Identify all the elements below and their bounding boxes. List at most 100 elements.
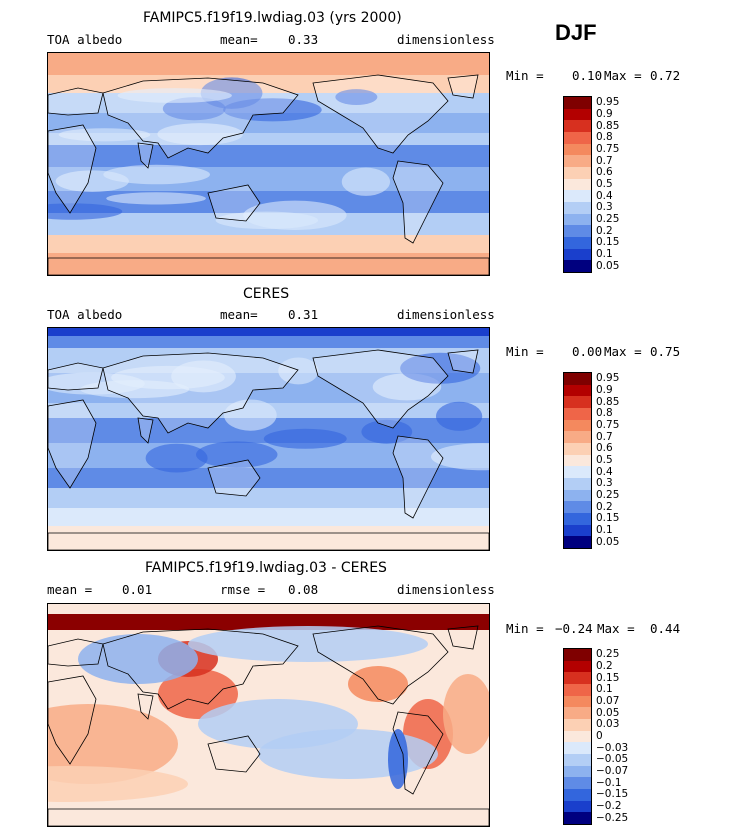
colorbar-swatch	[564, 373, 591, 386]
albedo-band	[48, 526, 489, 551]
colorbar-tick-label: 0.8	[596, 407, 613, 420]
albedo-band	[48, 235, 489, 254]
albedo-band	[48, 113, 489, 134]
colorbar-swatch	[564, 202, 591, 215]
continent-s-america	[392, 160, 444, 244]
colorbar-swatch	[564, 660, 591, 673]
colorbar-tick-label: 0.1	[596, 683, 613, 696]
colorbar-tick-label: 0.8	[596, 131, 613, 144]
continent-australia	[207, 735, 261, 773]
panel-2-mean-label: mean=	[220, 307, 258, 322]
albedo-region	[223, 98, 322, 122]
albedo-region	[278, 357, 319, 385]
colorbar-swatch	[564, 777, 591, 790]
continent-asia	[102, 77, 299, 159]
colorbar-swatch	[564, 466, 591, 479]
colorbar-swatch	[564, 132, 591, 145]
albedo-region	[196, 441, 278, 468]
colorbar-swatch	[564, 513, 591, 526]
colorbar-swatch	[564, 408, 591, 421]
continent-asia	[102, 352, 299, 434]
colorbar-tick-label: −0.15	[596, 788, 629, 801]
panel-3-units: dimensionless	[397, 582, 495, 597]
colorbar-tick-label: −0.03	[596, 741, 629, 754]
colorbar-swatch	[564, 730, 591, 743]
colorbar-tick-label: 0.9	[596, 384, 613, 397]
panel-2-map-svg	[38, 328, 534, 551]
colorbar-tick-label: 0.95	[596, 96, 620, 109]
colorbar-tick-label: 0.3	[596, 201, 613, 214]
colorbar-tick-label: 0.85	[596, 119, 620, 132]
panel-2-min-label: Min =	[506, 344, 544, 359]
colorbar-swatch	[564, 120, 591, 133]
colorbar-swatch	[564, 536, 591, 549]
colorbar-tick-label: 0.05	[596, 706, 620, 719]
continent-africa	[47, 399, 97, 489]
colorbar-swatch	[564, 225, 591, 238]
panel-1-map	[20, 52, 490, 276]
colorbar-swatch	[564, 501, 591, 514]
continent-europe	[47, 87, 104, 116]
colorbar-tick-label: 0.2	[596, 224, 613, 237]
continent-europe	[47, 362, 104, 391]
albedo-region	[106, 192, 206, 205]
colorbar-swatch	[564, 178, 591, 191]
colorbar-swatch	[564, 789, 591, 802]
colorbar-swatch	[564, 695, 591, 708]
colorbar-tick-label: 0	[596, 730, 603, 743]
colorbar-swatch	[564, 260, 591, 273]
continent-australia	[207, 184, 261, 222]
panel-1-min-label: Min =	[506, 68, 544, 83]
continent-s-america	[392, 711, 444, 795]
panel-1-colorbar	[563, 96, 592, 273]
colorbar-swatch	[564, 649, 591, 662]
anomaly-region	[258, 729, 438, 779]
panel-3-mean-value: 0.01	[122, 582, 153, 597]
colorbar-tick-label: 0.95	[596, 372, 620, 385]
colorbar-tick-label: 0.2	[596, 660, 613, 673]
colorbar-tick-label: 0.6	[596, 442, 613, 455]
panel-3-min-label: Min =	[506, 621, 544, 636]
panel-3-map	[0, 603, 493, 827]
colorbar-swatch	[564, 524, 591, 537]
colorbar-tick-label: 0.75	[596, 419, 620, 432]
albedo-band	[48, 508, 489, 527]
panel-1-max-value: 0.72	[650, 68, 681, 83]
colorbar-tick-label: 0.1	[596, 248, 613, 261]
colorbar-swatch	[564, 155, 591, 168]
colorbar-tick-label: 0.25	[596, 213, 620, 226]
colorbar-tick-label: −0.05	[596, 753, 629, 766]
colorbar-tick-label: 0.03	[596, 718, 620, 731]
albedo-region	[341, 167, 391, 196]
continent-europe	[47, 638, 104, 667]
continent-n-america	[312, 349, 449, 429]
panel-3-max-value: 0.44	[650, 621, 681, 636]
colorbar-swatch	[564, 431, 591, 444]
colorbar-swatch	[564, 419, 591, 432]
albedo-band	[48, 488, 489, 509]
albedo-band	[48, 145, 489, 168]
albedo-band	[48, 253, 489, 276]
continent-greenland	[447, 74, 479, 99]
albedo-region	[400, 352, 481, 384]
panel-2-map	[38, 327, 534, 551]
albedo-region	[117, 88, 232, 103]
albedo-region	[435, 401, 483, 431]
anomaly-region	[158, 669, 238, 719]
colorbar-swatch	[564, 812, 591, 825]
colorbar-tick-label: 0.25	[596, 648, 620, 661]
continent-s-america	[392, 435, 444, 519]
colorbar-swatch	[564, 765, 591, 778]
panel-2-units: dimensionless	[397, 307, 495, 322]
colorbar-tick-label: 0.05	[596, 259, 620, 272]
colorbar-tick-label: 0.15	[596, 236, 620, 249]
colorbar-tick-label: 0.15	[596, 512, 620, 525]
panel-1-units: dimensionless	[397, 32, 495, 47]
colorbar-swatch	[564, 489, 591, 502]
albedo-band	[48, 53, 489, 76]
colorbar-swatch	[564, 108, 591, 121]
albedo-region	[80, 380, 190, 399]
panel-3-mean-label: mean =	[47, 582, 93, 597]
panel-1-variable-label: TOA albedo	[47, 32, 123, 47]
albedo-region	[145, 443, 208, 473]
